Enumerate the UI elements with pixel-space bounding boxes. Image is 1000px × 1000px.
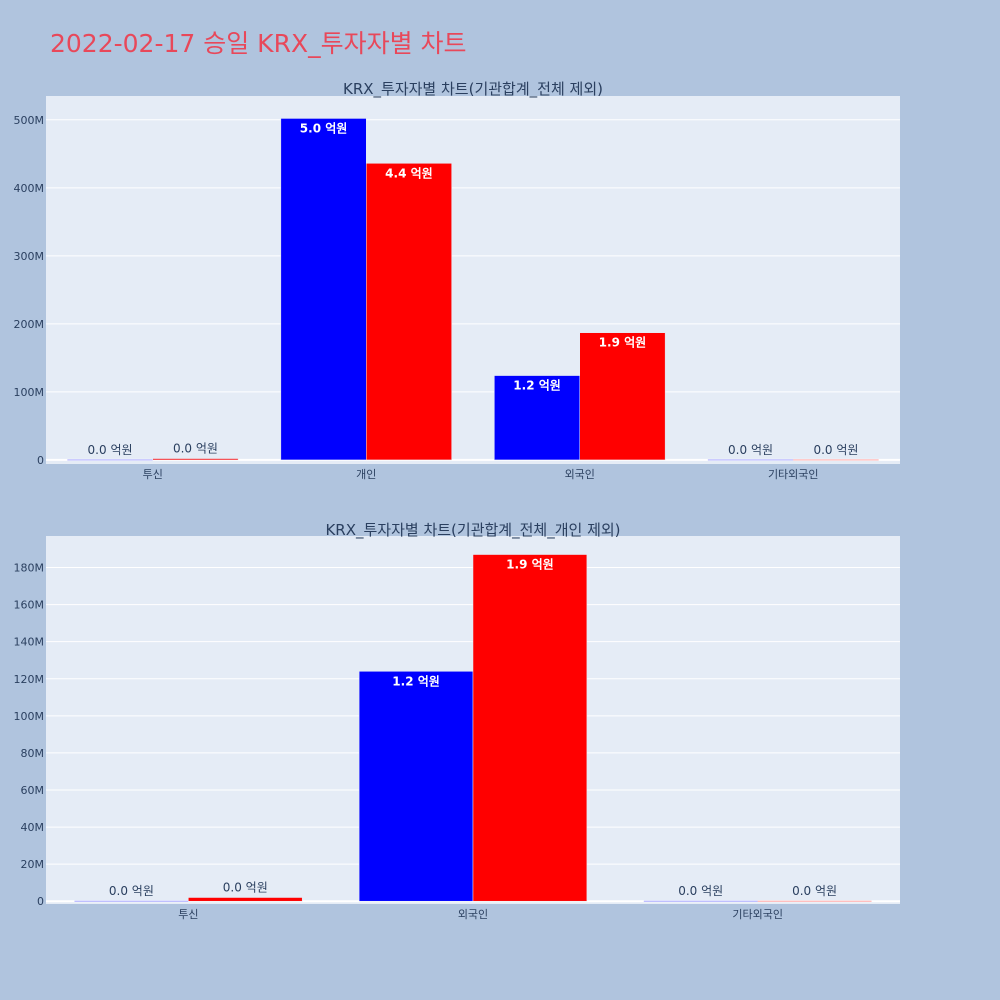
x-tick-label: 기타외국인 [768, 468, 819, 481]
x-tick-label: 투신 [178, 908, 198, 921]
x-tick-label: 개인 [356, 468, 376, 481]
y-tick-label: 0 [37, 895, 44, 908]
x-tick-label: 외국인 [565, 468, 595, 481]
data-label: 1.2 억원 [513, 379, 561, 393]
y-tick-label: 160M [14, 599, 45, 612]
chart-title: KRX_투자자별 차트(기관합계_전체 제외) [343, 80, 603, 99]
bar [366, 163, 452, 461]
bar [74, 900, 189, 902]
data-label: 0.0 억원 [678, 884, 723, 898]
bar [494, 375, 581, 461]
bar [188, 897, 303, 902]
data-label: 0.0 억원 [109, 884, 154, 898]
y-tick-label: 140M [14, 636, 45, 649]
bar [793, 459, 879, 461]
investor-chart-excl-institution: KRX_투자자별 차트(기관합계_전체 제외) 0 100M 200M 300M 400M… [14, 80, 900, 481]
data-label: 0.0 억원 [728, 443, 773, 457]
bar [67, 459, 153, 461]
bar [152, 458, 239, 461]
x-tick-label: 기타외국인 [732, 908, 783, 921]
y-tick-label: 180M [14, 562, 45, 575]
data-label: 1.2 억원 [392, 674, 440, 688]
data-label: 0.0 억원 [223, 881, 268, 895]
y-tick-label: 120M [14, 673, 45, 686]
y-tick-label: 300M [14, 250, 45, 263]
bar [472, 554, 588, 902]
bar [358, 671, 474, 902]
data-label: 0.0 억원 [792, 884, 837, 898]
plot-area [46, 96, 900, 464]
data-label: 0.0 억원 [173, 442, 218, 456]
chart-title: KRX_투자자별 차트(기관합계_전체_개인 제외) [325, 521, 620, 540]
data-label: 0.0 억원 [813, 443, 858, 457]
bar [643, 900, 758, 902]
y-tick-label: 400M [14, 182, 45, 195]
data-label: 1.9 억원 [599, 336, 647, 350]
data-label: 0.0 억원 [88, 443, 133, 457]
y-tick-label: 500M [14, 114, 45, 127]
page-title: 2022-02-17 승일 KRX_투자자별 차트 [50, 29, 467, 58]
y-tick-label: 60M [21, 784, 45, 797]
y-tick-label: 20M [21, 858, 45, 871]
x-tick-label: 투신 [143, 468, 163, 481]
bar [757, 900, 872, 902]
y-tick-label: 200M [14, 318, 45, 331]
y-tick-label: 40M [21, 821, 45, 834]
bar [579, 332, 666, 461]
bar [707, 459, 794, 461]
data-label: 5.0 억원 [300, 121, 348, 135]
bar [280, 118, 367, 461]
data-label: 4.4 억원 [385, 166, 433, 180]
x-tick-label: 외국인 [458, 908, 488, 921]
y-tick-label: 0 [37, 454, 44, 467]
data-label: 1.9 억원 [506, 558, 554, 572]
y-tick-label: 80M [21, 747, 45, 760]
y-tick-label: 100M [14, 710, 45, 723]
y-tick-label: 100M [14, 386, 45, 399]
